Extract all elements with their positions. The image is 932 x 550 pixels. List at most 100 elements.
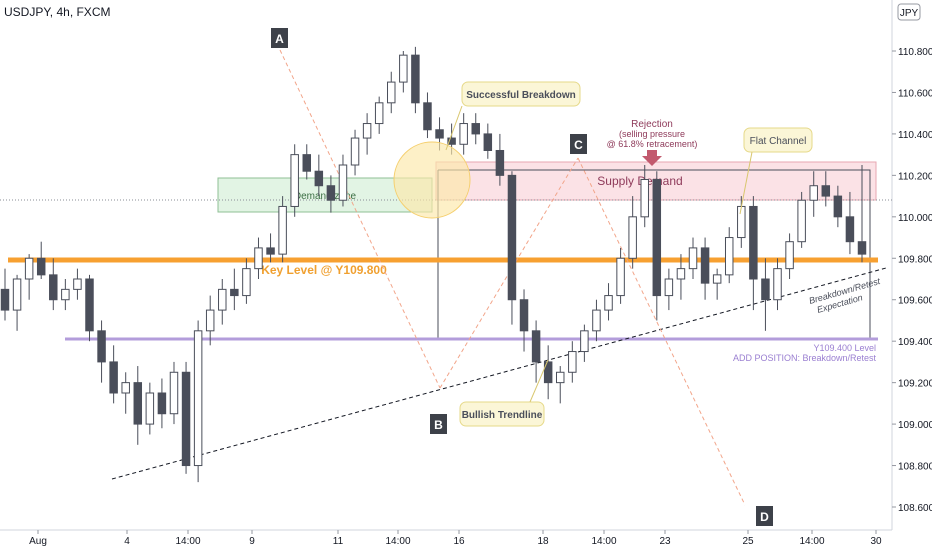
- time-tick-label: 14:00: [385, 536, 410, 547]
- candle-down: [157, 392, 167, 415]
- currency-badge[interactable]: [897, 3, 921, 21]
- candle-up: [568, 351, 577, 373]
- candle-up: [399, 54, 408, 83]
- candle-down: [49, 274, 58, 301]
- time-tick-label: 30: [870, 536, 882, 547]
- price-tick-label: 109.200: [898, 379, 932, 390]
- candle-down: [495, 149, 505, 176]
- price-tick-label: 108.600: [898, 503, 932, 514]
- candle-down: [749, 205, 758, 280]
- candle-up: [797, 199, 806, 243]
- marker-d[interactable]: [756, 506, 773, 526]
- key-level-label: Key Level @ Y109.800: [261, 263, 387, 277]
- price-tick-label: 110.200: [898, 171, 932, 182]
- candle-down: [302, 154, 312, 172]
- candle-up: [664, 278, 674, 297]
- candle-up: [628, 216, 637, 259]
- candle-down: [411, 54, 420, 104]
- candle-up: [773, 268, 782, 301]
- marker-a[interactable]: [271, 28, 288, 48]
- candle-down: [435, 129, 444, 139]
- time-tick-label: Aug: [29, 536, 47, 547]
- time-tick-label: 9: [249, 536, 255, 547]
- currency-badge-label: JPY: [900, 8, 919, 19]
- successful-breakdown-label: Successful Breakdown: [466, 90, 575, 101]
- candle-down: [531, 330, 541, 363]
- rejection-label-2: (selling pressure: [619, 129, 685, 139]
- candle-down: [181, 371, 191, 467]
- successful-breakdown-callout[interactable]: [461, 81, 581, 107]
- candle-up: [374, 102, 384, 125]
- candle-up: [387, 81, 396, 104]
- projection-c-d: [577, 157, 746, 506]
- breakdown-highlight-circle: [393, 141, 471, 219]
- candle-down: [326, 185, 336, 201]
- candle-down: [483, 133, 493, 151]
- candle-down: [85, 278, 94, 332]
- candle-down: [833, 195, 843, 218]
- marker-c[interactable]: [570, 134, 587, 154]
- candle-up: [254, 247, 263, 270]
- flat-channel-pointer: [739, 151, 753, 215]
- candle-up: [676, 268, 686, 280]
- bullish-trendline-pointer: [529, 359, 549, 403]
- candle-up: [205, 309, 215, 332]
- candle-down: [471, 123, 480, 135]
- candle-up: [290, 154, 299, 207]
- time-tick-label: 14:00: [175, 536, 200, 547]
- projection-a-b: [279, 49, 441, 389]
- candle-up: [278, 205, 287, 255]
- time-tick-label: 14:00: [799, 536, 824, 547]
- flat-channel-callout[interactable]: [743, 127, 813, 153]
- candle-up: [12, 278, 22, 311]
- candle-down: [507, 174, 517, 301]
- candle-up: [121, 382, 130, 394]
- candle-down: [133, 382, 143, 425]
- flat-channel-label: Flat Channel: [750, 136, 807, 147]
- price-tick-label: 109.400: [898, 337, 932, 348]
- candle-down: [447, 137, 456, 145]
- candle-down: [761, 278, 770, 301]
- marker-b[interactable]: [430, 414, 447, 434]
- candle-up: [459, 123, 468, 145]
- price-axis-ticks: 110.800 110.600 110.400 110.200 110.000 109.8…: [892, 47, 932, 514]
- candle-down: [314, 170, 324, 187]
- candle-up: [640, 179, 649, 218]
- rejection-label-3: @ 61.8% retracement): [607, 139, 698, 149]
- candle-up: [242, 268, 251, 297]
- candle-up: [362, 123, 372, 139]
- price-tick-label: 109.600: [898, 296, 932, 307]
- marker-b-label: B: [434, 418, 443, 432]
- candle-up: [145, 392, 155, 425]
- time-tick-label: 25: [742, 536, 754, 547]
- y109-level-label: Y109.400 Level: [813, 343, 876, 353]
- bullish-trendline-callout[interactable]: [459, 401, 545, 427]
- time-tick-label: 4: [124, 536, 130, 547]
- candle-up: [218, 288, 227, 311]
- demand-zone-label: Demand zone: [294, 191, 357, 202]
- candlestick-series: [0, 46, 867, 483]
- candle-down: [230, 288, 239, 297]
- marker-c-label: C: [574, 138, 583, 152]
- candle-down: [266, 247, 275, 255]
- time-tick-label: 23: [659, 536, 671, 547]
- price-tick-label: 109.800: [898, 254, 932, 265]
- bullish-trendline[interactable]: [111, 267, 887, 480]
- candle-up: [193, 330, 203, 467]
- candle-up: [350, 137, 360, 166]
- supply-demand-label: Supply Demand: [597, 174, 682, 188]
- candle-up: [604, 295, 613, 311]
- time-tick-label: 18: [537, 536, 549, 547]
- candle-up: [724, 237, 734, 276]
- time-tick-label: 16: [453, 536, 465, 547]
- chart-title: USDJPY, 4h, FXCM: [4, 5, 111, 19]
- price-tick-label: 110.400: [898, 130, 932, 141]
- candle-up: [73, 278, 82, 290]
- candle-down: [700, 247, 710, 284]
- marker-d-label: D: [760, 510, 769, 524]
- time-axis-ticks: Aug 4 14:00 9 11 14:00 16 18 14:00 23 25 14:00 30: [29, 530, 882, 547]
- candle-down: [109, 361, 118, 394]
- add-position-label: ADD POSITION: Breakdown/Retest: [733, 353, 877, 363]
- price-tick-label: 110.000: [898, 213, 932, 224]
